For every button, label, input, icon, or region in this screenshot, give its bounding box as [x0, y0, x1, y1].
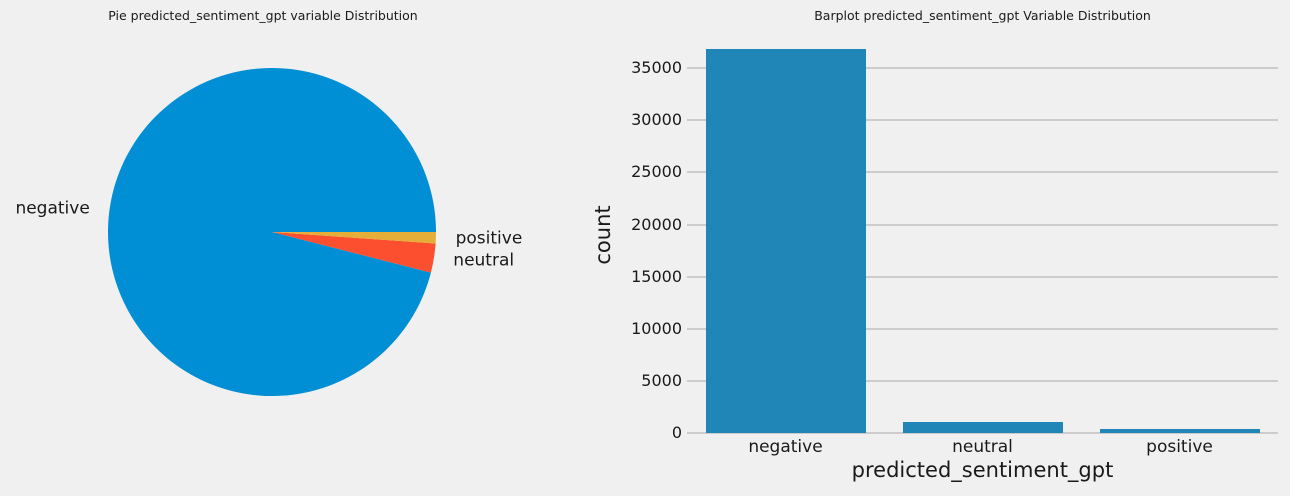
y-tick-label-5000: 5000 — [641, 370, 682, 390]
pie-chart-title: Pie predicted_sentiment_gpt variable Dis… — [108, 8, 418, 23]
gridline-y-0 — [687, 432, 1278, 434]
y-tick-label-30000: 30000 — [631, 110, 682, 130]
y-tick-label-35000: 35000 — [631, 58, 682, 78]
gridline-y-5000 — [687, 379, 1278, 382]
gridline-y-25000 — [687, 171, 1278, 174]
gridline-y-10000 — [687, 327, 1278, 330]
y-tick-label-0: 0 — [671, 423, 682, 442]
gridline-y-30000 — [687, 119, 1278, 122]
y-tick-label-10000: 10000 — [631, 318, 682, 338]
x-tick-label-negative: negative — [748, 437, 823, 457]
gridline-y-15000 — [687, 275, 1278, 278]
bar-plot-area — [687, 40, 1278, 434]
bar-positive — [1099, 428, 1260, 433]
pie-chart — [108, 68, 436, 396]
pie-label-positive: positive — [455, 228, 523, 248]
pie-slice-positive — [272, 232, 436, 244]
bar-neutral — [902, 421, 1063, 433]
pie-label-neutral: neutral — [453, 250, 515, 271]
y-tick-label-20000: 20000 — [631, 214, 682, 234]
pie-slice-neutral — [272, 232, 436, 273]
gridline-y-35000 — [687, 67, 1278, 70]
x-tick-label-positive: positive — [1146, 437, 1213, 457]
y-tick-label-25000: 25000 — [631, 162, 682, 182]
bar-chart-title: Barplot predicted_sentiment_gpt Variable… — [814, 8, 1151, 23]
bar-negative — [705, 48, 866, 433]
x-axis-label: predicted_sentiment_gpt — [851, 458, 1114, 482]
pie-slice-negative — [108, 68, 436, 396]
y-tick-label-15000: 15000 — [631, 266, 682, 286]
pie-label-negative: negative — [15, 198, 90, 219]
x-tick-label-neutral: neutral — [952, 437, 1013, 457]
gridline-y-20000 — [687, 223, 1278, 226]
